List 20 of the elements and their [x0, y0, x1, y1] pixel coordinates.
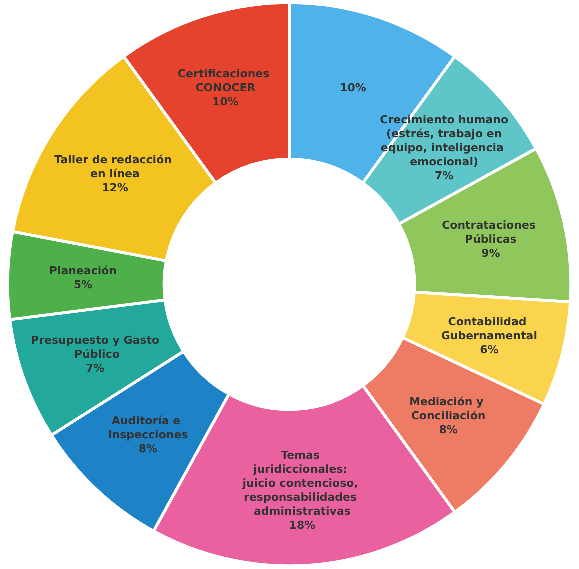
- slice-label: Contabilidad Gubernamental: [441, 315, 538, 342]
- data-label: 7%: [86, 362, 105, 375]
- data-label: 7%: [434, 169, 454, 182]
- slice-label: Temas juridiccionales: juicio contencioso, responsabilidades administrativas: [242, 449, 362, 518]
- slice-label: Taller de redacción en línea: [54, 153, 176, 180]
- data-label: 10%: [212, 96, 239, 109]
- data-label: 18%: [289, 519, 316, 532]
- data-label: 12%: [102, 181, 128, 194]
- data-label: 6%: [480, 343, 499, 356]
- data-label: 5%: [74, 278, 93, 292]
- slice-label: Planeación: [49, 264, 118, 278]
- slice-label: Presupuesto y Gasto Público: [31, 334, 160, 361]
- data-label: 10%: [340, 82, 366, 95]
- slice-label: Contrataciones Públicas: [442, 218, 540, 246]
- slice-label: Auditoría e Inspecciones: [108, 414, 189, 442]
- slice-label: Certificaciones CONOCER: [178, 68, 274, 95]
- data-label: 8%: [138, 442, 158, 456]
- slice-label: Mediación y Conciliación: [410, 396, 488, 423]
- data-label: 9%: [482, 246, 500, 260]
- data-label: 8%: [439, 424, 458, 437]
